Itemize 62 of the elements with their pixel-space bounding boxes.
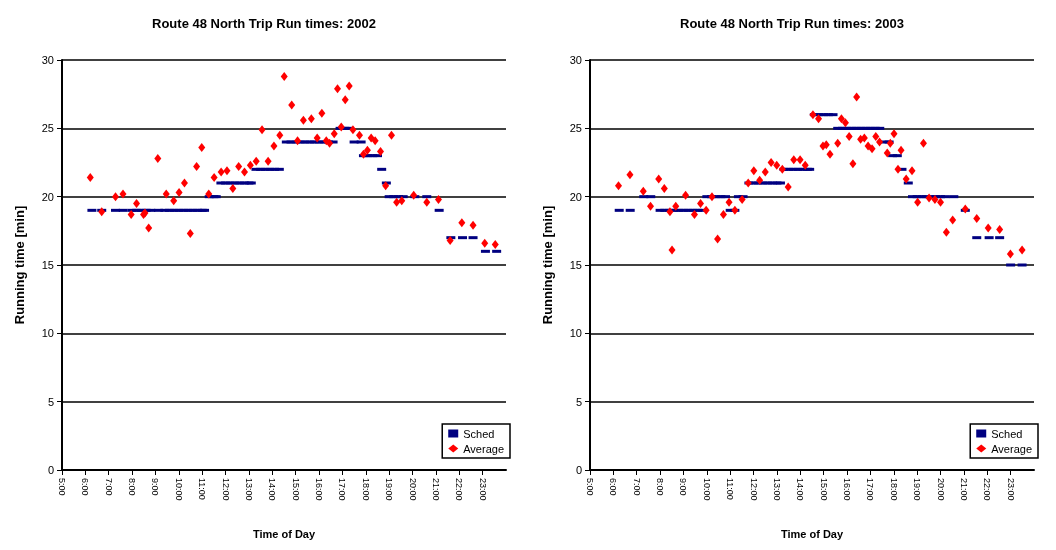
chart-title: Route 48 North Trip Run times: 2003 xyxy=(680,16,904,31)
x-tick-label: 12:00 xyxy=(748,478,759,501)
y-tick-label: 20 xyxy=(569,190,582,203)
x-tick-label: 21:00 xyxy=(958,478,969,501)
x-tick-label: 10:00 xyxy=(701,478,712,501)
x-tick-label: 13:00 xyxy=(243,478,254,501)
x-tick-label: 9:00 xyxy=(150,478,161,496)
x-tick-label: 9:00 xyxy=(678,478,689,496)
x-tick-label: 8:00 xyxy=(127,478,138,496)
x-axis-title: Time of Day xyxy=(780,527,844,540)
x-tick-label: 5:00 xyxy=(585,478,595,496)
x-tick-label: 18:00 xyxy=(360,478,371,501)
x-tick-label: 15:00 xyxy=(818,478,829,501)
x-tick-label: 14:00 xyxy=(795,478,806,501)
y-tick-label: 15 xyxy=(41,259,54,271)
x-tick-label: 22:00 xyxy=(454,478,465,501)
x-tick-label: 11:00 xyxy=(197,478,208,500)
y-tick-label: 25 xyxy=(41,122,54,135)
y-tick-label: 25 xyxy=(569,122,582,135)
x-tick-label: 8:00 xyxy=(655,478,666,496)
chart-title: Route 48 North Trip Run times: 2002 xyxy=(152,16,376,31)
legend-label: Sched xyxy=(991,427,1023,440)
y-tick-label: 5 xyxy=(47,395,54,408)
x-tick-label: 13:00 xyxy=(771,478,782,501)
x-tick-label: 10:00 xyxy=(173,478,184,501)
x-tick-label: 15:00 xyxy=(290,478,301,501)
x-tick-label: 7:00 xyxy=(103,478,114,496)
x-tick-label: 7:00 xyxy=(631,478,642,496)
x-tick-label: 18:00 xyxy=(888,478,899,501)
y-tick-label: 10 xyxy=(569,327,582,340)
legend-label: Sched xyxy=(463,427,495,440)
legend-label: Average xyxy=(991,442,1033,455)
x-tick-label: 23:00 xyxy=(477,478,488,501)
x-tick-label: 16:00 xyxy=(314,478,325,501)
x-tick-label: 17:00 xyxy=(337,478,348,501)
x-axis-title: Time of Day xyxy=(252,527,316,540)
x-tick-label: 20:00 xyxy=(407,478,418,501)
x-tick-label: 19:00 xyxy=(384,478,395,501)
x-tick-label: 11:00 xyxy=(725,478,736,500)
x-tick-label: 23:00 xyxy=(1005,478,1016,501)
legend-label: Average xyxy=(463,442,505,455)
x-tick-label: 22:00 xyxy=(982,478,993,501)
x-tick-label: 6:00 xyxy=(608,478,619,496)
y-tick-label: 5 xyxy=(575,395,582,408)
y-tick-label: 20 xyxy=(41,190,54,203)
y-tick-label: 0 xyxy=(575,464,582,476)
x-tick-label: 21:00 xyxy=(430,478,441,501)
x-tick-label: 17:00 xyxy=(865,478,876,501)
x-tick-label: 5:00 xyxy=(57,478,67,496)
y-tick-label: 10 xyxy=(41,327,54,340)
x-tick-label: 20:00 xyxy=(935,478,946,501)
y-tick-label: 0 xyxy=(47,464,54,476)
x-tick-label: 6:00 xyxy=(80,478,91,496)
y-tick-label: 15 xyxy=(569,259,582,271)
y-tick-label: 30 xyxy=(41,54,54,66)
x-tick-label: 14:00 xyxy=(267,478,278,501)
x-tick-label: 19:00 xyxy=(912,478,923,501)
y-axis-title: Running time [min] xyxy=(12,205,27,325)
x-tick-label: 16:00 xyxy=(842,478,853,501)
y-axis-title: Running time [min] xyxy=(540,205,555,325)
x-tick-label: 12:00 xyxy=(220,478,231,501)
y-tick-label: 30 xyxy=(569,54,582,66)
